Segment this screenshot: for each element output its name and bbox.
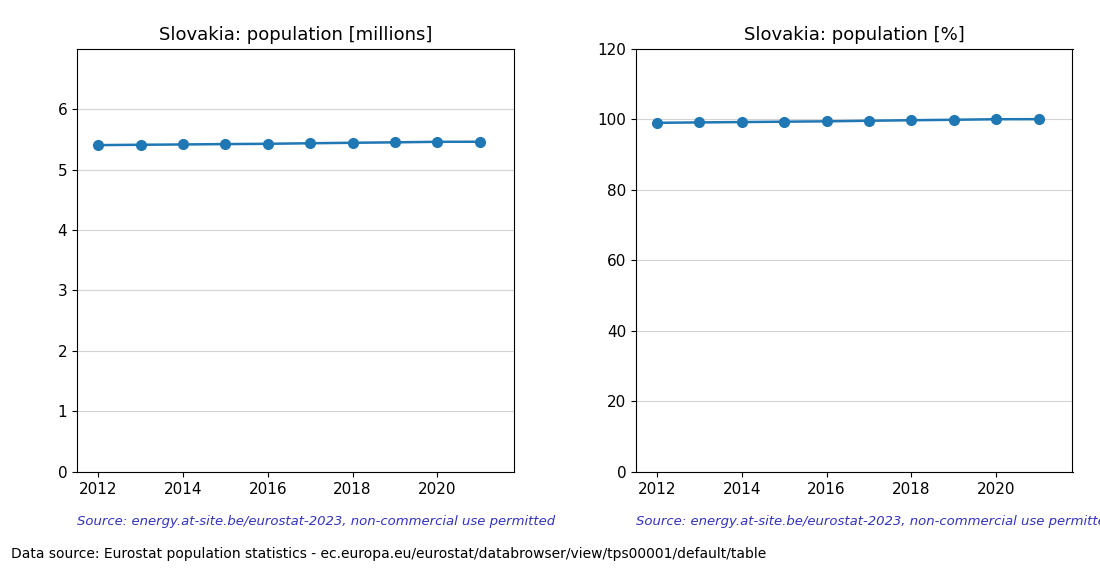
Text: Data source: Eurostat population statistics - ec.europa.eu/eurostat/databrowser/: Data source: Eurostat population statist… [11, 547, 767, 561]
Title: Slovakia: population [%]: Slovakia: population [%] [744, 26, 965, 44]
Text: Source: energy.at-site.be/eurostat-2023, non-commercial use permitted: Source: energy.at-site.be/eurostat-2023,… [636, 515, 1100, 528]
Title: Slovakia: population [millions]: Slovakia: population [millions] [158, 26, 432, 44]
Text: Source: energy.at-site.be/eurostat-2023, non-commercial use permitted: Source: energy.at-site.be/eurostat-2023,… [77, 515, 556, 528]
